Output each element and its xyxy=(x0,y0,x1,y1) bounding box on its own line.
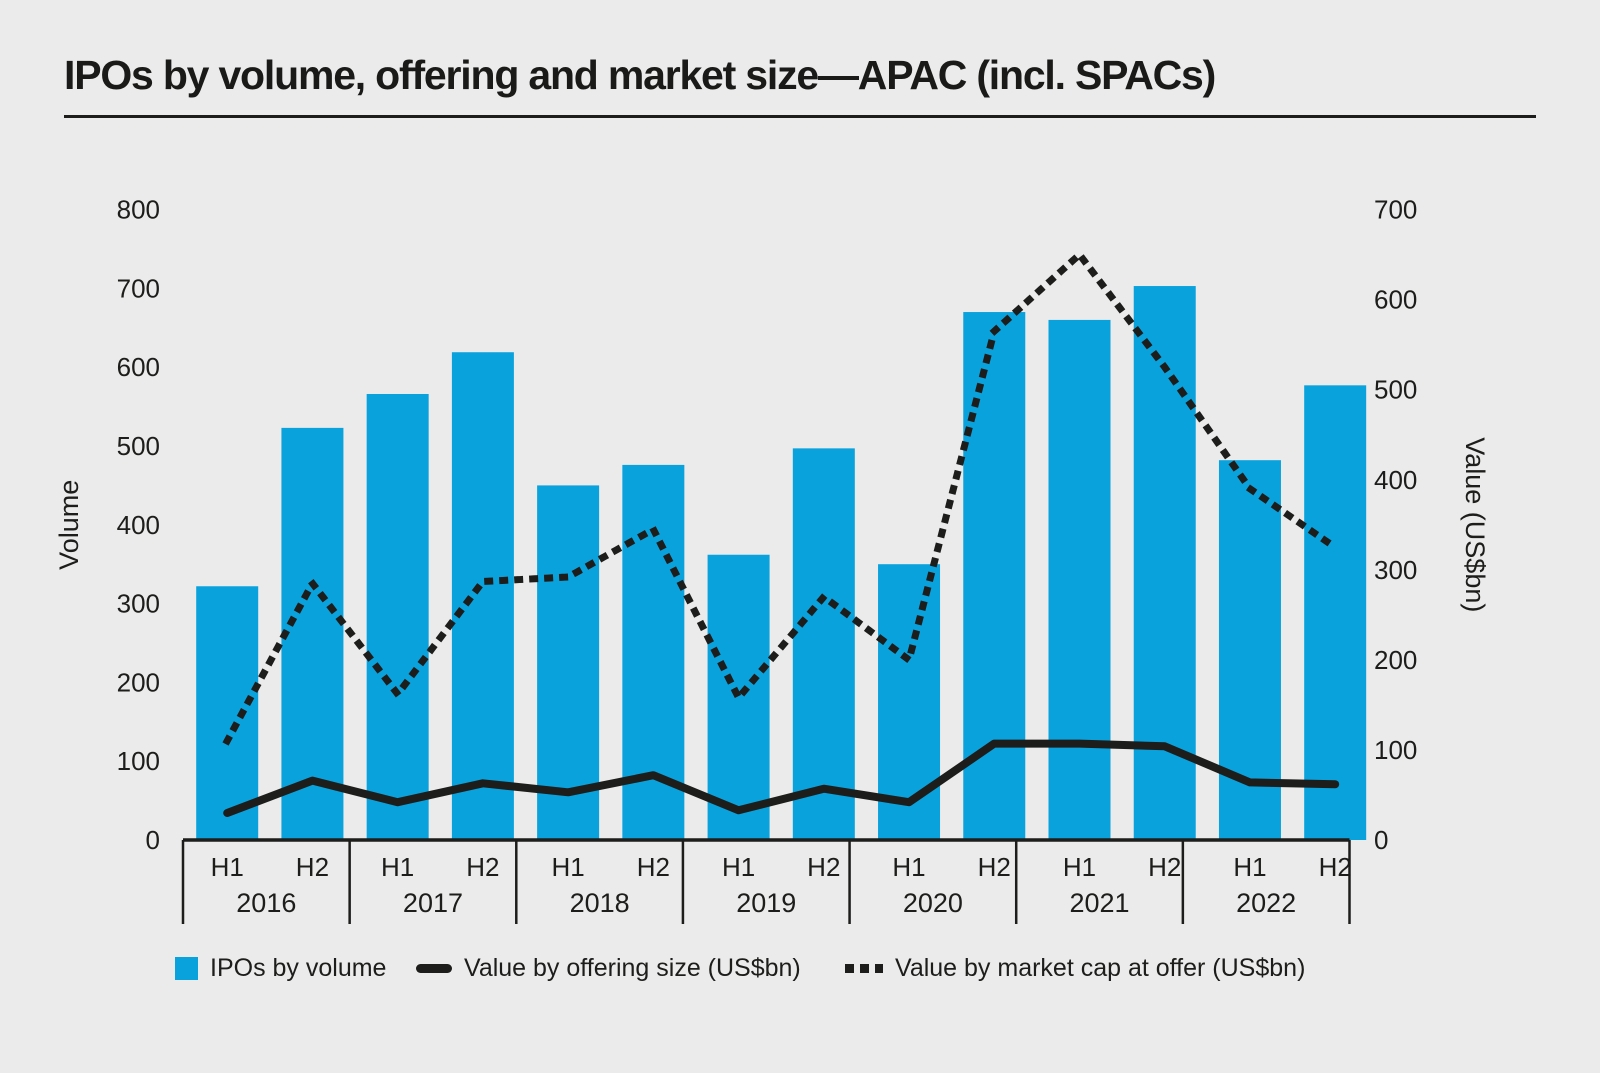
left-axis-tick-label: 700 xyxy=(117,273,160,303)
left-axis-tick-label: 500 xyxy=(117,431,160,461)
left-axis-tick-label: 800 xyxy=(117,195,160,225)
right-axis-title: Value (US$bn) xyxy=(1460,437,1490,612)
legend: IPOs by volume Value by offering size (U… xyxy=(0,946,1600,992)
half-label: H2 xyxy=(978,852,1011,882)
title-rule xyxy=(64,115,1536,118)
year-labels: 2016 2017 2018 2019 2020 2021 2022 xyxy=(236,888,1296,918)
right-axis-tick-label: 700 xyxy=(1374,195,1417,225)
legend-item-offering-size: Value by offering size (US$bn) xyxy=(416,946,801,990)
volume-bar xyxy=(537,485,600,840)
right-axis-ticks: 0 100 200 300 400 500 600 700 xyxy=(1374,195,1417,855)
half-label: H1 xyxy=(211,852,244,882)
legend-label-offering-size: Value by offering size (US$bn) xyxy=(464,953,801,982)
left-axis-tick-label: 300 xyxy=(117,589,160,619)
half-labels: H1 H2 H1 H2 H1 H2 H1 H2 H1 H2 H1 H2 H1 H2 xyxy=(211,852,1352,882)
right-axis-tick-label: 600 xyxy=(1374,285,1417,315)
year-separators xyxy=(181,840,1351,924)
volume-bar xyxy=(196,586,259,840)
market-cap-line xyxy=(222,249,1341,746)
bar-swatch-icon xyxy=(175,956,198,980)
half-label: H2 xyxy=(1319,852,1352,882)
left-axis-tick-label: 400 xyxy=(117,510,160,540)
left-axis-title: Volume xyxy=(54,480,84,570)
volume-bar xyxy=(878,564,941,840)
volume-bar xyxy=(1304,385,1367,840)
half-label: H1 xyxy=(722,852,755,882)
dotted-line-swatch-icon xyxy=(845,963,883,973)
year-label: 2019 xyxy=(736,888,796,918)
year-label: 2016 xyxy=(236,888,296,918)
legend-item-market-cap: Value by market cap at offer (US$bn) xyxy=(845,946,1305,990)
half-label: H1 xyxy=(1233,852,1266,882)
year-label: 2020 xyxy=(903,888,963,918)
left-axis-tick-label: 200 xyxy=(117,667,160,697)
half-label: H2 xyxy=(807,852,840,882)
right-axis-tick-label: 400 xyxy=(1374,465,1417,495)
left-axis-tick-label: 100 xyxy=(117,746,160,776)
right-axis-tick-label: 100 xyxy=(1374,735,1417,765)
page-header: IPOs by volume, offering and market size… xyxy=(0,0,1600,118)
bars-group xyxy=(196,286,1367,840)
volume-bar xyxy=(366,393,429,840)
volume-bar xyxy=(1048,319,1111,840)
left-axis-ticks: 0 100 200 300 400 500 600 700 800 xyxy=(117,195,160,855)
year-label: 2022 xyxy=(1236,888,1296,918)
half-label: H2 xyxy=(1148,852,1181,882)
half-label: H2 xyxy=(637,852,670,882)
right-axis-tick-label: 200 xyxy=(1374,645,1417,675)
chart-svg: 0 100 200 300 400 500 600 700 800 0 100 200 300 400 50… xyxy=(54,195,1490,924)
solid-line-swatch-icon xyxy=(416,963,452,973)
page-title: IPOs by volume, offering and market size… xyxy=(64,52,1216,98)
year-label: 2021 xyxy=(1069,888,1129,918)
volume-bar xyxy=(792,448,855,840)
left-axis-tick-label: 0 xyxy=(146,825,160,855)
offering-size-line xyxy=(223,739,1340,817)
volume-bar xyxy=(707,554,770,840)
half-label: H2 xyxy=(296,852,329,882)
right-axis-tick-label: 0 xyxy=(1374,825,1388,855)
volume-bar xyxy=(451,352,514,840)
legend-label-market-cap: Value by market cap at offer (US$bn) xyxy=(895,953,1306,982)
chart-area: 0 100 200 300 400 500 600 700 800 0 100 200 300 400 50… xyxy=(0,130,1600,940)
right-axis-tick-label: 300 xyxy=(1374,555,1417,585)
year-label: 2017 xyxy=(403,888,463,918)
half-label: H1 xyxy=(381,852,414,882)
left-axis-tick-label: 600 xyxy=(117,352,160,382)
right-axis-tick-label: 500 xyxy=(1374,375,1417,405)
year-label: 2018 xyxy=(570,888,630,918)
half-label: H1 xyxy=(551,852,584,882)
legend-item-volume: IPOs by volume xyxy=(175,946,386,990)
half-label: H2 xyxy=(466,852,499,882)
half-label: H1 xyxy=(892,852,925,882)
half-label: H1 xyxy=(1063,852,1096,882)
legend-label-volume: IPOs by volume xyxy=(210,953,387,982)
volume-bar xyxy=(281,427,344,840)
